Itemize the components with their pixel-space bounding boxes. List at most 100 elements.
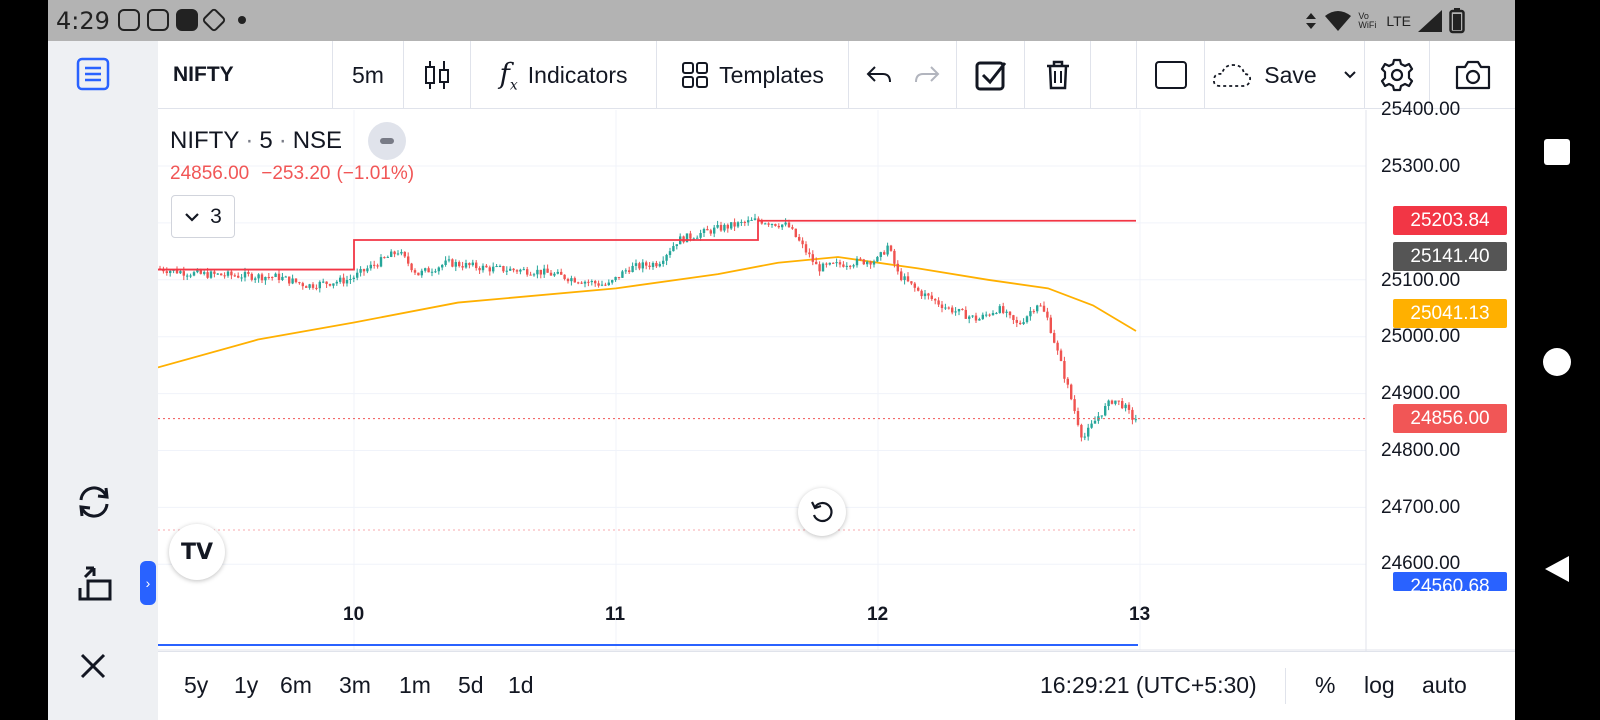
templates-label: Templates — [719, 61, 824, 88]
templates-icon — [682, 62, 709, 88]
candle-body — [437, 267, 440, 272]
candle-body — [954, 311, 957, 313]
fullscreen-button[interactable] — [1137, 41, 1205, 109]
home-button[interactable] — [1543, 348, 1571, 376]
candle-body — [723, 224, 726, 231]
candle-body — [294, 278, 298, 283]
candle-body — [267, 276, 270, 278]
save-button[interactable]: Save — [1205, 41, 1365, 109]
candle-body — [165, 271, 168, 274]
indicators-button[interactable]: fx Indicators — [471, 41, 657, 109]
candle-body — [883, 252, 886, 255]
candle-body — [464, 262, 468, 268]
battery-icon — [1449, 8, 1465, 34]
tradingview-logo[interactable]: TV — [169, 524, 225, 580]
close-icon[interactable] — [78, 651, 108, 681]
auto-scale-toggle[interactable]: auto — [1422, 672, 1467, 698]
back-button[interactable] — [1543, 554, 1571, 584]
candle-body — [961, 308, 964, 310]
instagram-icon — [118, 9, 140, 31]
symbol-search-button[interactable]: NIFTY — [158, 41, 333, 109]
redo-icon[interactable] — [913, 64, 941, 86]
candle-body — [396, 253, 400, 255]
candle-body — [447, 259, 451, 261]
candle-body — [628, 270, 631, 273]
candle-body — [492, 266, 495, 272]
candle-body — [781, 224, 784, 228]
candle-body — [315, 287, 318, 289]
candle-body — [611, 280, 614, 283]
resistance-line[interactable] — [158, 219, 1136, 271]
timezone-clock[interactable]: 16:29:21 (UTC+5:30) — [1040, 672, 1257, 698]
candle-body — [784, 222, 787, 225]
candle-body — [947, 307, 950, 309]
tradingview-app: › NIFTY 5m fx Indicators — [48, 41, 1515, 720]
candle-body — [546, 268, 549, 273]
candle-body — [917, 287, 920, 291]
candle-body — [301, 283, 304, 287]
candle-body — [764, 223, 767, 225]
legend-collapse-button[interactable] — [368, 122, 407, 160]
candle-body — [706, 228, 709, 231]
range-button-5d[interactable]: 5d — [458, 672, 484, 698]
chart-area[interactable]: NIFTY · 5 · NSE 24856.00 −253.20 (−1.01%… — [158, 99, 1515, 720]
range-button-6m[interactable]: 6m — [280, 672, 312, 698]
candle-body — [634, 263, 638, 266]
candle-body — [570, 278, 573, 282]
navigation-icon — [201, 7, 227, 33]
chart-svg[interactable] — [158, 110, 1515, 651]
candle-body — [978, 318, 981, 321]
indicators-toggle-button[interactable]: 3 — [171, 195, 235, 238]
candle-body — [563, 274, 566, 279]
candle-body — [216, 273, 219, 275]
candle-body — [770, 223, 774, 225]
layout-icon[interactable] — [76, 566, 114, 602]
candle-body — [876, 256, 879, 262]
square-icon — [1154, 61, 1187, 89]
menu-icon[interactable] — [76, 57, 110, 91]
sync-icon[interactable] — [76, 485, 112, 519]
candle-body — [1002, 306, 1005, 313]
candle-body — [655, 262, 658, 267]
log-scale-toggle[interactable]: log — [1364, 672, 1395, 698]
chart-type-button[interactable] — [404, 41, 471, 109]
range-button-5y[interactable]: 5y — [184, 672, 209, 698]
candle-body — [964, 309, 967, 319]
candle-body — [379, 257, 383, 267]
delete-drawings-button[interactable] — [1025, 41, 1091, 109]
candle-body — [1029, 311, 1032, 317]
candle-body — [254, 278, 257, 280]
candle-body — [944, 307, 947, 309]
candle-body — [1039, 305, 1042, 307]
candle-body — [223, 275, 226, 277]
percent-scale-toggle[interactable]: % — [1315, 672, 1336, 698]
recents-button[interactable] — [1544, 139, 1570, 165]
candle-body — [998, 306, 1001, 313]
range-button-1m[interactable]: 1m — [399, 672, 431, 698]
screenshot-button[interactable] — [1430, 41, 1515, 109]
candle-body — [617, 276, 621, 278]
price-tick-label: 25000.00 — [1381, 326, 1461, 347]
undo-icon[interactable] — [865, 64, 893, 86]
candle-body — [339, 277, 342, 282]
candle-body — [359, 269, 362, 273]
templates-button[interactable]: Templates — [657, 41, 849, 109]
candle-body — [566, 278, 570, 282]
symbol-legend[interactable]: NIFTY · 5 · NSE — [170, 122, 407, 160]
candle-body — [662, 260, 665, 264]
expand-panel-handle[interactable]: › — [140, 561, 156, 605]
watchlist-toggle-button[interactable] — [957, 41, 1025, 109]
candle-body — [862, 259, 865, 265]
trash-icon — [1046, 60, 1069, 90]
reset-chart-button[interactable] — [798, 488, 846, 536]
settings-button[interactable] — [1365, 41, 1430, 109]
candle-body — [349, 278, 352, 280]
candle-body — [910, 281, 913, 284]
range-button-1d[interactable]: 1d — [508, 672, 534, 698]
candle-body — [580, 282, 583, 284]
interval-button[interactable]: 5m — [333, 41, 404, 109]
range-button-3m[interactable]: 3m — [339, 672, 371, 698]
candle-body — [743, 221, 746, 223]
range-button-1y[interactable]: 1y — [234, 672, 259, 698]
